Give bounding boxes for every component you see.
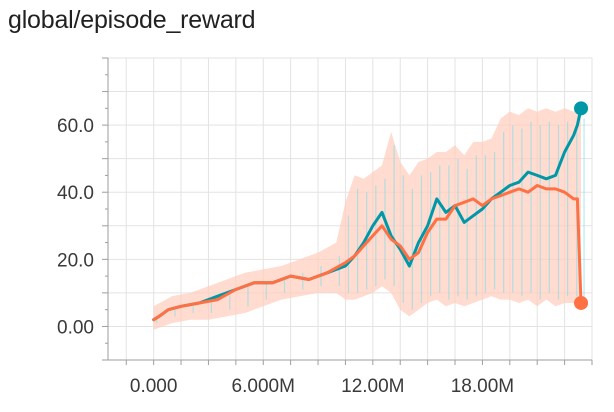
axis-layer — [102, 57, 593, 365]
y-tick-label: 60.0 — [57, 116, 94, 137]
y-tick-label: 40.0 — [57, 183, 94, 204]
y-tick-label: 0.00 — [57, 317, 94, 338]
x-tick-label: 6.000M — [232, 376, 295, 397]
x-tick-label: 12.00M — [341, 376, 404, 397]
chart-title: global/episode_reward — [8, 6, 256, 34]
series-line-2 — [152, 184, 583, 322]
series-end-marker-1 — [574, 101, 589, 116]
raw-data-band-layer — [153, 105, 585, 330]
x-tick-label: 18.00M — [451, 376, 514, 397]
x-tick-label: 0.000 — [130, 376, 178, 397]
series-end-marker-2 — [574, 295, 589, 310]
raw-data-band — [153, 105, 581, 330]
y-tick-label: 20.0 — [57, 250, 94, 271]
series-layer — [152, 101, 589, 322]
tick-label-layer: 0.00 20.0 40.0 60.0 0.000 6.000M 12.00M 18.00M — [57, 116, 514, 397]
